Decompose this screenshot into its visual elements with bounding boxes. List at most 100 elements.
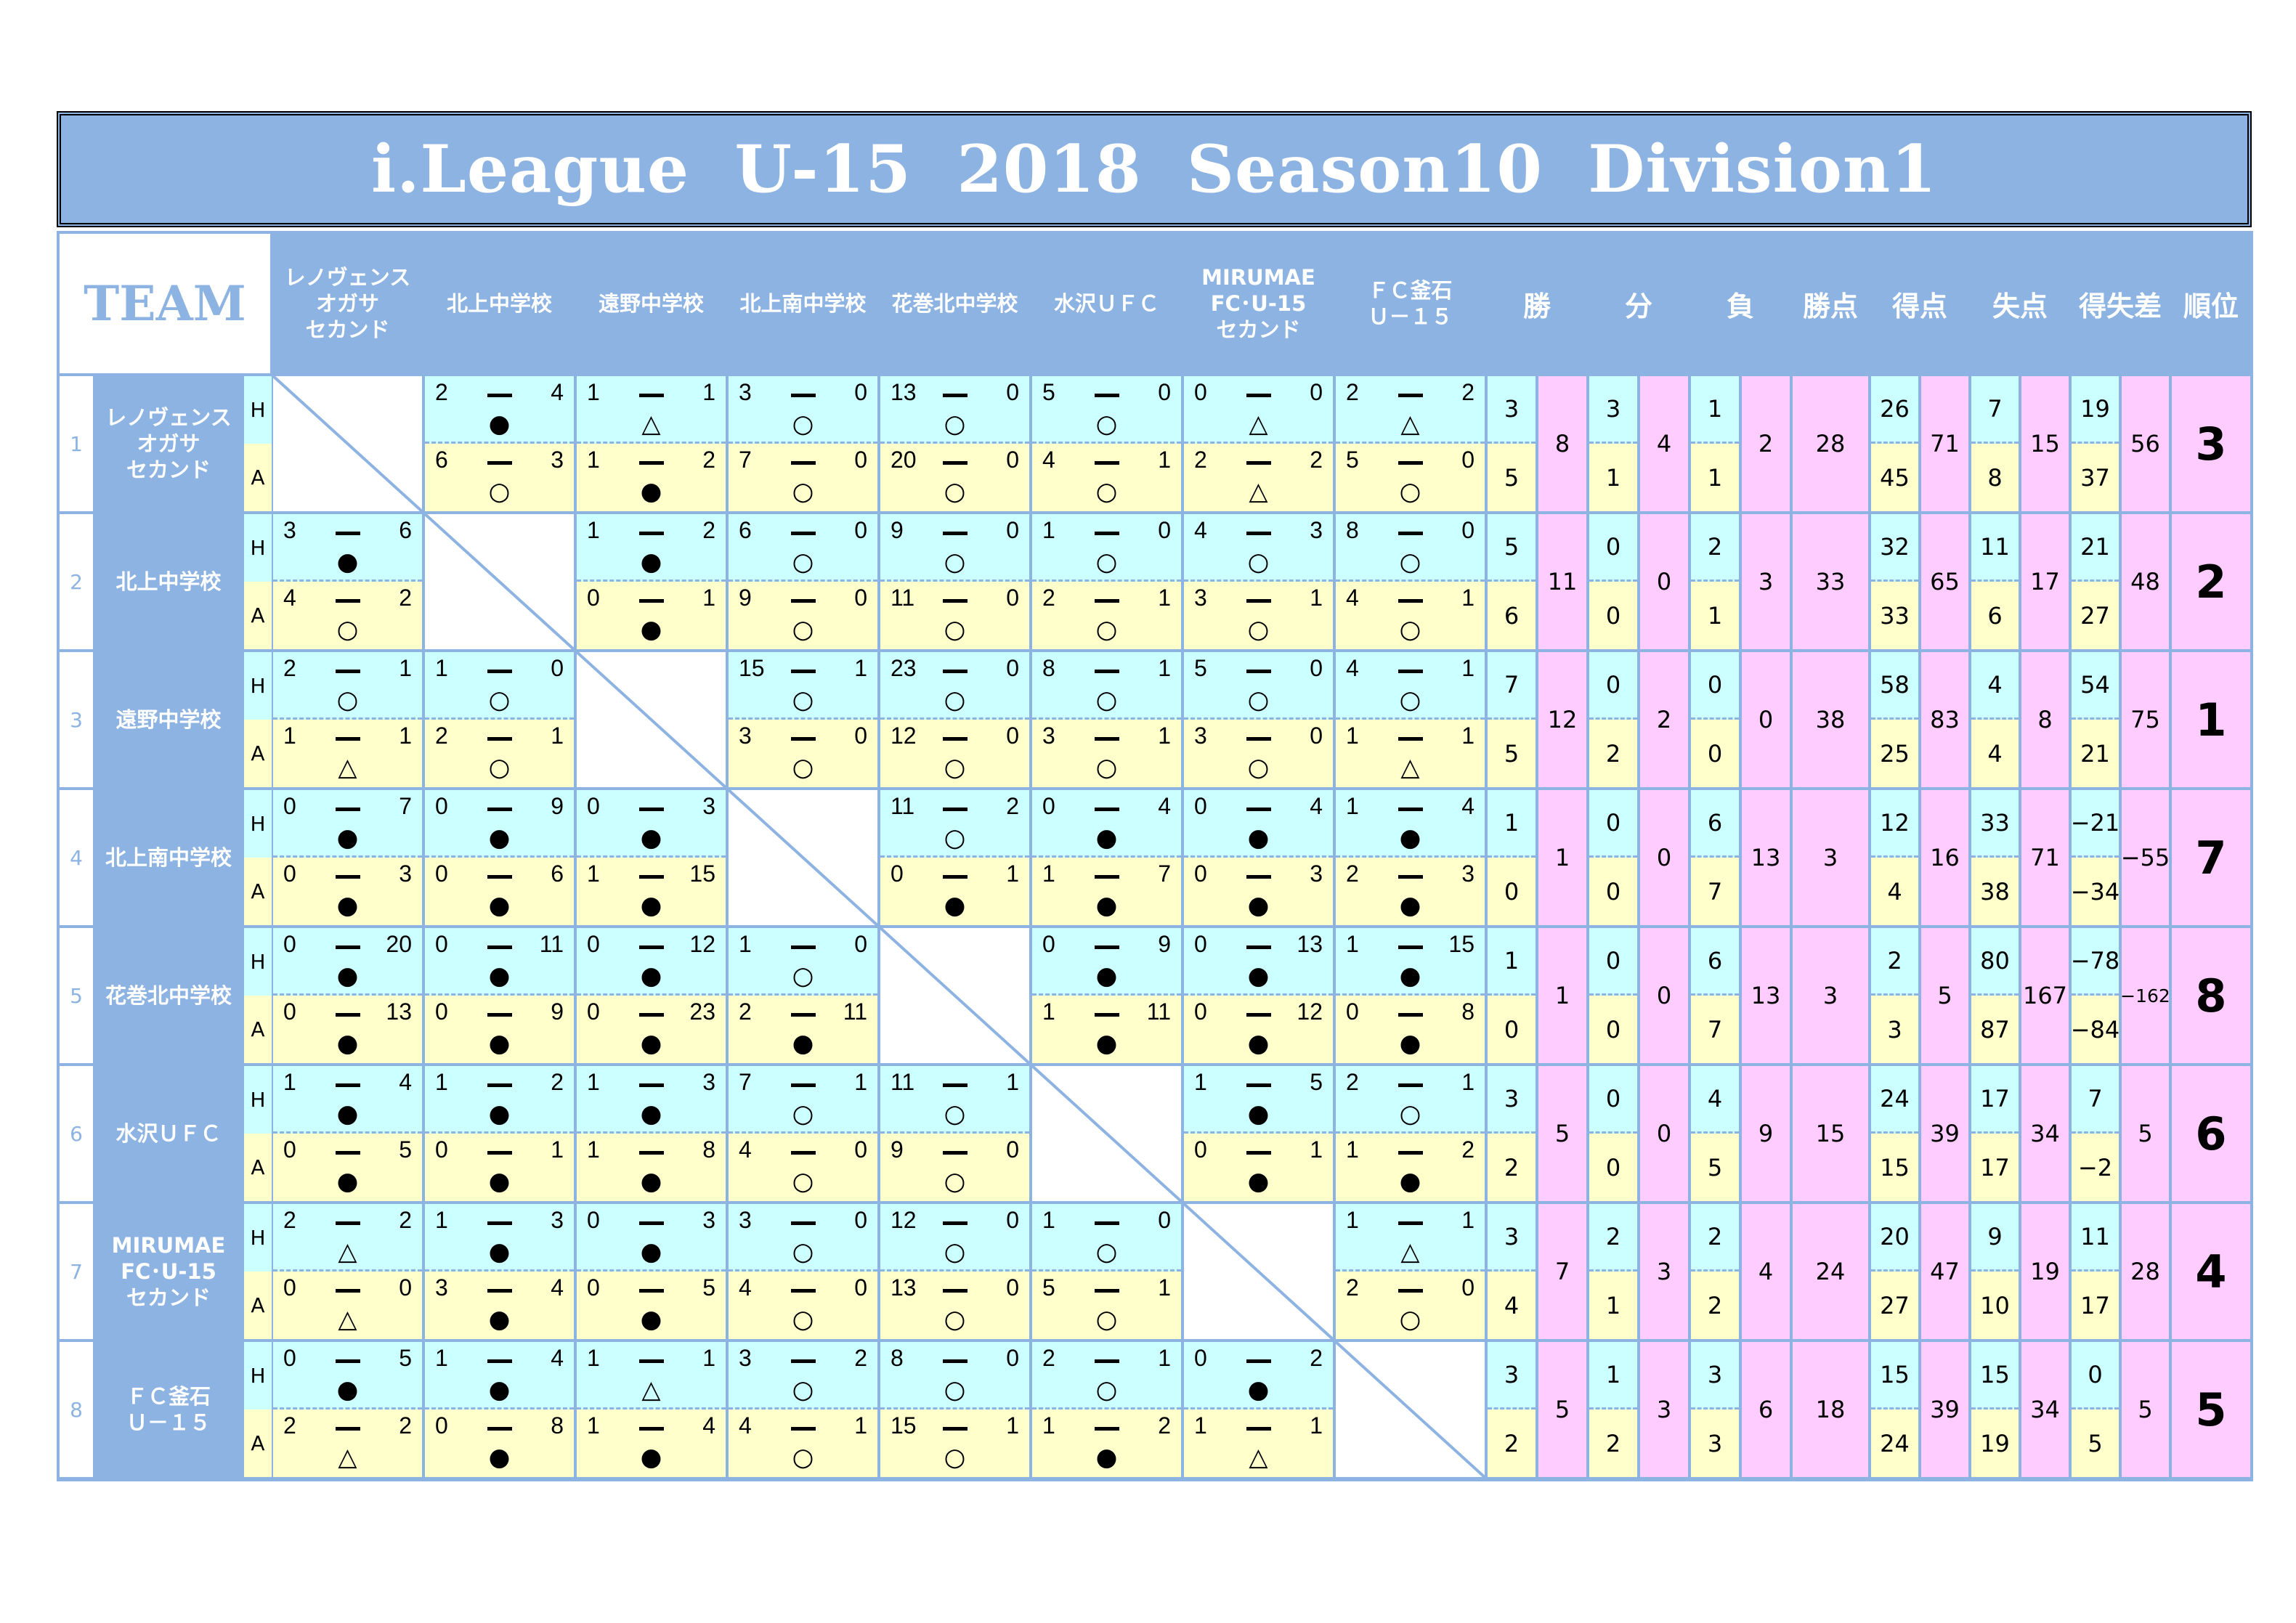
home-label: H: [244, 652, 272, 720]
stat-points: 38: [1793, 652, 1868, 787]
goals-for: 2: [283, 655, 296, 681]
stat-away-gf: 33: [1871, 582, 1918, 649]
goals-for: 6: [739, 517, 752, 543]
goals-for: 1: [1346, 1136, 1359, 1163]
stat-home-gf: 24: [1871, 1066, 1918, 1134]
goals-for: 2: [1346, 861, 1359, 887]
stat-away-win: 2: [1488, 1134, 1536, 1201]
stat-total-win: 5: [1538, 1066, 1586, 1201]
result-symbol-icon: ○: [944, 1375, 966, 1404]
score-dash: [790, 1013, 816, 1017]
score-dash: [790, 1427, 816, 1431]
result-symbol-icon: ○: [792, 1375, 814, 1404]
result-symbol-icon: △: [338, 1305, 357, 1334]
team-name: 北上南中学校: [94, 790, 243, 925]
goals-against: 2: [702, 447, 715, 473]
stat-total-loss: 4: [1742, 1204, 1790, 1339]
away-result: 0 5 ●: [273, 1134, 422, 1201]
goals-against: 1: [1461, 723, 1474, 749]
score-dash: [1398, 1083, 1423, 1087]
result-symbol-icon: ●: [488, 891, 511, 920]
score: 12 0: [880, 723, 1029, 754]
score-dash: [942, 737, 968, 741]
result-symbol-icon: ○: [944, 1443, 966, 1472]
score-dash: [942, 1289, 968, 1293]
away-result: 0 1 ●: [880, 858, 1029, 925]
score-dash: [790, 1359, 816, 1363]
goals-for: 2: [1346, 1274, 1359, 1301]
score-dash: [487, 1083, 512, 1087]
goals-for: 0: [587, 931, 600, 957]
result-symbol-icon: ○: [1095, 1237, 1118, 1266]
goals-for: 1: [587, 379, 600, 405]
result-symbol-icon: ○: [1095, 686, 1118, 715]
score-dash: [487, 1013, 512, 1017]
result-symbol-icon: ●: [488, 1375, 511, 1404]
goals-for: 1: [587, 1069, 600, 1095]
goals-against: 4: [551, 1345, 564, 1371]
score: 11 2: [880, 793, 1029, 825]
result-symbol-icon: ○: [1095, 615, 1118, 644]
goals-against: 2: [1158, 1412, 1171, 1439]
stat-away-gd: −34: [2071, 858, 2119, 925]
team-header: TEAM: [60, 234, 270, 373]
result-symbol-icon: ●: [488, 410, 511, 439]
home-result: 2 2 △: [1336, 376, 1485, 444]
score-dash: [1246, 1013, 1271, 1017]
score: 23 0: [880, 655, 1029, 687]
away-result: 1 1 △: [1184, 1410, 1333, 1477]
away-result: 9 0 ○: [729, 582, 877, 649]
goals-against: 12: [689, 931, 715, 957]
goals-for: 8: [1346, 517, 1359, 543]
stat-points: 15: [1793, 1066, 1868, 1201]
goals-against: 5: [399, 1345, 412, 1371]
score-dash: [1246, 737, 1271, 741]
stat-away-loss: 3: [1691, 1410, 1739, 1477]
score-dash: [487, 461, 512, 465]
score: 0 12: [577, 931, 726, 963]
score-dash: [335, 532, 360, 535]
goals-for: 0: [587, 1274, 600, 1301]
goals-for: 5: [1346, 447, 1359, 473]
away-result: 15 1 ○: [880, 1410, 1029, 1477]
goals-against: 1: [1461, 585, 1474, 611]
result-symbol-icon: ●: [336, 1167, 359, 1196]
home-result: 0 11 ●: [425, 928, 574, 996]
result-symbol-icon: ●: [488, 1029, 511, 1058]
goals-against: 0: [551, 655, 564, 681]
result-symbol-icon: ●: [336, 961, 359, 991]
away-result: 3 0 ○: [729, 720, 877, 787]
goals-for: 2: [1346, 1069, 1359, 1095]
goals-against: 2: [1310, 1345, 1323, 1371]
stat-home-draw: 2: [1589, 1204, 1637, 1272]
result-symbol-icon: ●: [640, 1237, 662, 1266]
home-result: 6 0 ○: [729, 514, 877, 582]
goals-against: 4: [551, 1274, 564, 1301]
stat-away-draw: 0: [1589, 1134, 1637, 1201]
score-dash: [638, 1359, 664, 1363]
goals-against: 1: [1461, 1207, 1474, 1233]
score-dash: [1094, 599, 1119, 603]
result-symbol-icon: ●: [336, 891, 359, 920]
stat-total-win: 8: [1538, 376, 1586, 511]
result-symbol-icon: ○: [792, 477, 814, 506]
goals-against: 7: [1158, 861, 1171, 887]
stat-total-gd: 56: [2122, 376, 2169, 511]
score-dash: [335, 1013, 360, 1017]
result-symbol-icon: ●: [1399, 1029, 1421, 1058]
score-dash: [487, 670, 512, 673]
home-result: 1 2 ●: [425, 1066, 574, 1134]
goals-against: 2: [1310, 447, 1323, 473]
goals-for: 11: [891, 585, 915, 611]
away-result: 0 5 ●: [577, 1272, 726, 1339]
diagonal-line: [270, 373, 1488, 1480]
rank: 7: [2172, 790, 2250, 925]
